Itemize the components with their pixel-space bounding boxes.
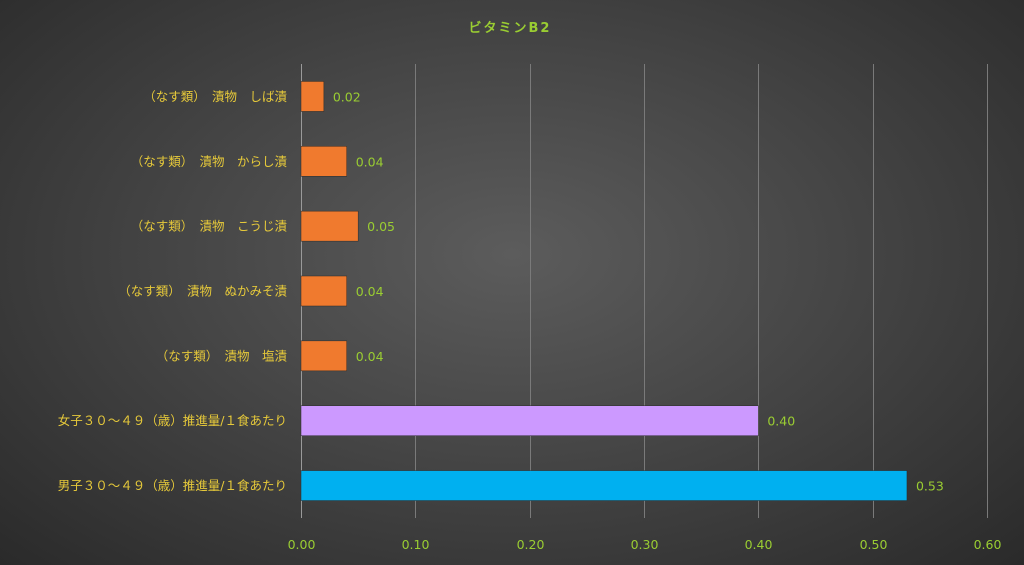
bar	[300, 81, 325, 112]
data-label: 0.04	[356, 349, 384, 364]
x-tick-label: 0.00	[288, 537, 316, 552]
x-axis-ticks: 0.00 0.10 0.20 0.30 0.40 0.50 0.60	[288, 537, 1002, 552]
category-label: （なす類） 漬物 からし漬	[131, 154, 288, 169]
bar	[300, 470, 908, 501]
category-label: （なす類） 漬物 塩漬	[156, 348, 288, 363]
data-label: 0.40	[767, 414, 795, 429]
data-label: 0.04	[356, 284, 384, 299]
category-label: 女子３０～４９（歳）推進量/１食あたり	[58, 413, 287, 428]
x-tick-label: 0.10	[402, 537, 430, 552]
category-label: （なす類） 漬物 しば漬	[143, 89, 287, 104]
chart-title: ビタミンB2	[469, 20, 552, 36]
bar	[300, 210, 359, 242]
x-tick-label: 0.20	[517, 537, 545, 552]
x-tick-label: 0.30	[631, 537, 659, 552]
bars	[300, 81, 908, 501]
category-labels: （なす類） 漬物 しば漬 （なす類） 漬物 からし漬 （なす類） 漬物 こうじ漬 （な…	[58, 89, 288, 493]
bar	[300, 146, 347, 177]
category-label: （なす類） 漬物 ぬかみそ漬	[118, 284, 287, 299]
bar	[300, 340, 347, 372]
data-label: 0.53	[916, 479, 944, 494]
x-tick-label: 0.50	[860, 537, 888, 552]
category-label: 男子３０～４９（歳）推進量/１食あたり	[58, 478, 287, 493]
data-label: 0.04	[356, 154, 384, 169]
grid-lines	[301, 64, 988, 518]
data-labels: 0.02 0.04 0.05 0.04 0.04 0.40 0.53	[333, 89, 944, 493]
bar	[300, 405, 759, 436]
data-label: 0.05	[367, 219, 395, 234]
x-tick-label: 0.40	[745, 537, 773, 552]
data-label: 0.02	[333, 89, 361, 104]
category-label: （なす類） 漬物 こうじ漬	[131, 219, 288, 234]
x-tick-label: 0.60	[974, 537, 1002, 552]
bar	[300, 275, 347, 307]
